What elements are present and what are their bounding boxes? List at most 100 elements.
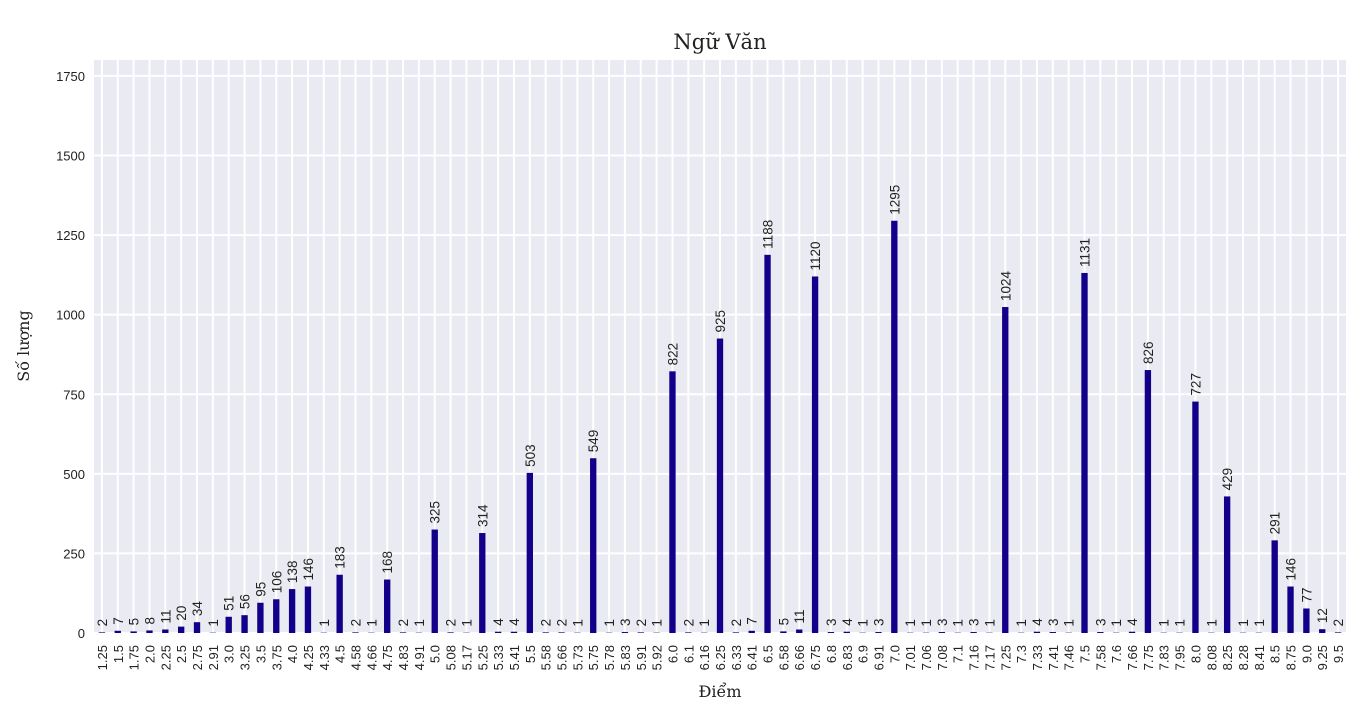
x-tick-label: 6.41 — [745, 645, 760, 670]
bar — [669, 371, 676, 633]
x-tick-label: 8.75 — [1284, 645, 1299, 670]
data-label: 106 — [269, 571, 284, 594]
bar — [447, 632, 454, 633]
data-label: 7 — [745, 617, 760, 625]
bar — [98, 632, 106, 633]
bar — [637, 632, 644, 633]
data-label: 95 — [253, 582, 268, 597]
y-tick-label: 0 — [78, 626, 85, 641]
data-label: 1 — [206, 619, 221, 627]
data-label: 822 — [665, 343, 680, 366]
x-tick-label: 7.41 — [1046, 645, 1061, 670]
x-tick-label: 2.91 — [206, 645, 221, 670]
data-label: 77 — [1299, 587, 1314, 602]
bar — [748, 630, 755, 633]
x-tick-labels-group: 1.25 1.5 1.75 2.0 2.25 2.5 2.75 2.91 3.0 3.25 3.5 3… — [95, 645, 1346, 670]
y-tick-label: 1000 — [56, 308, 85, 323]
bar — [875, 632, 882, 633]
data-label: 1120 — [808, 241, 823, 270]
bar — [621, 632, 629, 633]
data-label: 1 — [1062, 619, 1077, 627]
data-label: 2 — [396, 619, 411, 627]
bar — [1334, 632, 1342, 633]
x-tick-label: 5.91 — [634, 645, 649, 670]
x-tick-label: 3.5 — [253, 645, 268, 663]
y-tick-labels-group: 0 250 500 750 1000 1250 1500 1750 — [56, 69, 85, 641]
data-label: 4 — [840, 618, 855, 626]
bar — [764, 254, 771, 633]
bars-group — [98, 220, 1342, 633]
x-tick-label: 7.83 — [1157, 645, 1172, 670]
data-label: 4 — [1030, 618, 1045, 626]
x-tick-label: 5.78 — [602, 645, 617, 670]
y-tick-label: 250 — [63, 546, 85, 561]
x-tick-label: 7.17 — [982, 645, 997, 670]
bar — [384, 579, 391, 633]
y-tick-label: 500 — [63, 467, 85, 482]
bar — [526, 472, 533, 633]
data-label: 4 — [507, 618, 522, 626]
data-label: 925 — [713, 310, 728, 333]
x-tick-label: 4.75 — [380, 645, 395, 670]
x-tick-label: 5.75 — [586, 645, 601, 670]
x-axis-label: Điểm — [698, 682, 741, 701]
x-tick-label: 1.5 — [111, 645, 126, 663]
data-label: 20 — [174, 606, 189, 621]
x-tick-label: 6.58 — [776, 645, 791, 670]
x-tick-label: 6.1 — [681, 645, 696, 663]
x-tick-label: 9.0 — [1299, 645, 1314, 663]
x-tick-label: 8.28 — [1236, 645, 1251, 670]
bar — [1049, 632, 1056, 633]
x-tick-label: 2.25 — [158, 645, 173, 670]
x-tick-label: 1.75 — [127, 645, 142, 670]
bar — [479, 533, 486, 633]
x-tick-label: 7.01 — [903, 645, 918, 670]
bar — [225, 616, 232, 633]
bar — [146, 630, 153, 633]
x-tick-label: 2.75 — [190, 645, 205, 670]
bar — [1002, 307, 1009, 633]
data-label: 1 — [570, 619, 585, 627]
data-label: 549 — [586, 430, 601, 453]
bar — [114, 630, 121, 633]
x-tick-label: 6.66 — [792, 645, 807, 670]
data-label: 1295 — [887, 185, 902, 215]
bar — [177, 626, 185, 633]
data-label: 1 — [1173, 619, 1188, 627]
x-tick-label: 7.66 — [1125, 645, 1140, 670]
bar — [970, 632, 977, 633]
data-label: 1 — [1157, 619, 1172, 627]
x-tick-label: 4.0 — [285, 645, 300, 663]
x-tick-label: 7.1 — [951, 645, 966, 663]
data-label: 146 — [1284, 558, 1299, 581]
bar — [510, 631, 518, 633]
x-tick-label: 1.25 — [95, 645, 110, 670]
data-label: 1 — [412, 619, 427, 627]
x-tick-label: 5.5 — [523, 645, 538, 663]
bar — [1144, 370, 1152, 633]
chart-title: Ngữ Văn — [673, 30, 766, 54]
bar — [162, 629, 169, 633]
x-tick-label: 8.41 — [1252, 645, 1267, 670]
x-tick-label: 7.0 — [887, 645, 902, 663]
x-tick-label: 7.06 — [919, 645, 934, 670]
bar — [336, 574, 343, 633]
data-label: 146 — [301, 558, 316, 581]
data-label: 11 — [792, 609, 807, 623]
data-label: 826 — [1141, 342, 1156, 365]
data-label: 8 — [142, 617, 157, 625]
x-tick-label: 3.75 — [269, 645, 284, 670]
bar — [130, 631, 137, 633]
bar — [891, 220, 898, 633]
x-tick-label: 5.25 — [475, 645, 490, 670]
data-label: 1024 — [998, 271, 1013, 302]
data-label: 1 — [459, 619, 474, 627]
x-tick-label: 8.08 — [1204, 645, 1219, 670]
x-tick-label: 6.16 — [697, 645, 712, 670]
data-label: 4 — [491, 618, 506, 626]
x-tick-label: 8.5 — [1268, 645, 1283, 663]
data-label: 1 — [1014, 619, 1029, 627]
x-tick-label: 7.6 — [1109, 645, 1124, 663]
data-label: 2 — [444, 619, 459, 627]
